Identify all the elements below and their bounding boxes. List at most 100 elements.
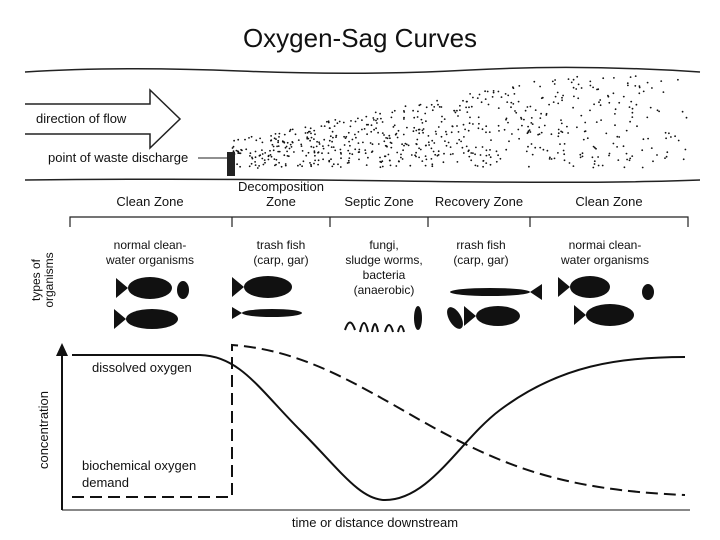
plume-dot [586, 137, 589, 140]
plume-dot [336, 122, 339, 125]
plume-dot [539, 117, 542, 119]
plume-dot [250, 135, 253, 138]
plume-dot [326, 120, 328, 123]
organisms-axis-line: organisms [42, 252, 56, 307]
plume-dot [358, 148, 361, 151]
plume-dot [440, 106, 443, 108]
river-top [24, 66, 701, 75]
plume-dot [304, 126, 307, 129]
plume-dot [530, 117, 533, 119]
plume-dot [485, 154, 488, 157]
plume-dot [595, 147, 597, 150]
plume-dot [629, 120, 631, 123]
plume-dot [638, 86, 641, 89]
plume-dot [629, 157, 632, 160]
plume-dot [681, 110, 684, 113]
plume-dot [593, 146, 596, 149]
plume-dot [267, 154, 270, 157]
plume-dot [409, 164, 412, 167]
plume-dot [361, 119, 363, 121]
plume-dot [467, 129, 470, 132]
plume-dot [379, 156, 381, 159]
plume-dot [500, 96, 503, 98]
plume-dot [357, 131, 360, 133]
plume-dot [343, 135, 345, 138]
plume-dot [589, 109, 591, 112]
plume-dot [561, 99, 563, 102]
plume-dot [283, 154, 286, 157]
plume-dot [622, 145, 625, 148]
plume-dot [373, 119, 375, 121]
plume-dot [631, 116, 634, 118]
plume-dot [290, 146, 293, 148]
plume-dot [460, 140, 462, 143]
plume-dot [334, 149, 337, 152]
plume-dot [514, 110, 516, 112]
plume-dot [340, 157, 342, 160]
river-bottom [24, 178, 701, 184]
plume-dot [320, 125, 323, 127]
plume-dot [383, 134, 385, 136]
plume-dot [256, 167, 259, 169]
plume-dot [239, 165, 242, 168]
zone-label: Clean Zone [116, 194, 183, 209]
plume-dot [584, 121, 587, 124]
plume-dot [351, 138, 354, 141]
plume-dot [313, 151, 316, 154]
plume-dot [437, 150, 440, 153]
plume-dot [599, 99, 602, 101]
plume-dot [418, 147, 420, 150]
plume-dot [387, 153, 390, 156]
plume-dot [472, 152, 474, 155]
plume-dot [608, 154, 610, 157]
plume-dot [682, 158, 685, 161]
plume-dot [595, 121, 598, 123]
plume-dot [362, 141, 364, 144]
plume-dot [468, 122, 471, 125]
plume-dot [254, 164, 257, 167]
plume-dot [269, 154, 272, 156]
plume-dot [403, 118, 405, 120]
plume-dot [293, 151, 295, 153]
plume-dot [383, 140, 386, 143]
plume-dot [548, 103, 550, 106]
plume-dot [267, 158, 270, 161]
plume-dot [365, 164, 368, 167]
plume-dot [449, 146, 452, 149]
plume-dot [393, 124, 396, 127]
plume-dot [376, 118, 379, 120]
plume-dot [531, 123, 534, 125]
plume-dot [317, 151, 320, 154]
plume-dot [461, 146, 464, 149]
plume-dot [306, 131, 309, 134]
plume-dot [527, 125, 529, 128]
plume-dot [421, 122, 424, 124]
plume-dot [630, 100, 633, 103]
plume-dot [668, 132, 670, 135]
organisms-axis-line: types of [29, 258, 43, 301]
plume-dot [486, 90, 489, 93]
plume-dot [445, 133, 448, 136]
plume-dot [431, 109, 434, 112]
plume-dot [249, 152, 252, 155]
plume-dot [562, 149, 565, 152]
organism-label: (carp, gar) [253, 253, 308, 267]
plume-dot [313, 129, 316, 132]
plume-dot [407, 144, 410, 147]
plume-dot [232, 145, 235, 148]
plume-dot [634, 75, 637, 77]
plume-dot [388, 134, 391, 137]
plume-dot [540, 97, 543, 100]
plume-dot [278, 150, 281, 153]
plume-dot [454, 111, 457, 114]
organism-label: bacteria [363, 268, 406, 282]
plume-dot [305, 154, 308, 157]
plume-dot [332, 163, 335, 166]
plume-dot [291, 141, 294, 144]
plume-dot [622, 95, 625, 98]
plume-dot [567, 132, 569, 134]
plume-dot [593, 163, 596, 165]
plume-dot [484, 98, 487, 100]
plume-dot [392, 126, 395, 128]
